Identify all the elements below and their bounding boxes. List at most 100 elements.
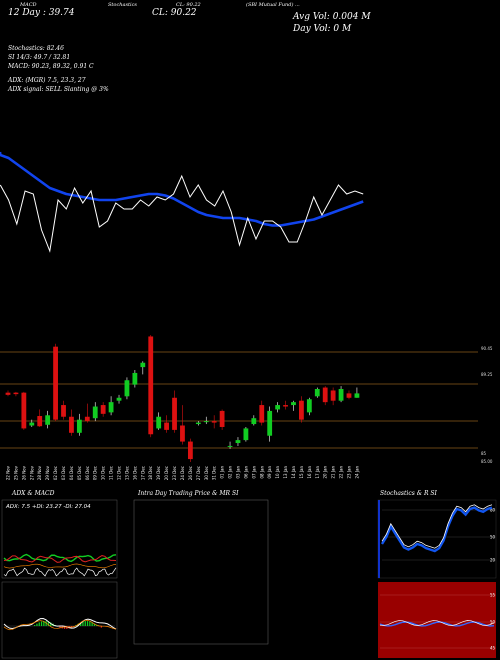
si-info: SI 14/3: 49.7 / 32.81: [8, 54, 71, 61]
date-label-9: 05 Dec: [77, 466, 82, 480]
macd-bar-26: [93, 623, 96, 626]
si-grid-label-2: 45: [490, 646, 496, 651]
macd-bar-2: [38, 622, 40, 626]
candle-body: [100, 405, 106, 414]
macd-bar-1: [36, 623, 38, 626]
stoch-grid-label-1: 50: [490, 535, 496, 540]
candle-42: [338, 386, 344, 403]
date-label-43: 23 Jan: [346, 466, 351, 479]
close-line: [0, 174, 364, 253]
date-label-16: 16 Dec: [132, 466, 137, 480]
stoch-info: Stochastics: 82.46: [8, 45, 64, 52]
intraday-panel-title: Intra Day Trading Price & MR SI: [138, 490, 239, 497]
date-label-10: 06 Dec: [85, 466, 90, 480]
date-label-39: 17 Jan: [315, 466, 320, 479]
candle-27: [219, 409, 225, 430]
candle-body: [164, 422, 169, 430]
candle-body: [92, 406, 98, 419]
candle-body: [227, 445, 233, 447]
candle-10: [84, 403, 90, 423]
candle-21: [172, 390, 177, 433]
date-label-34: 10 Jan: [275, 466, 280, 479]
date-label-4: 28 Nov: [37, 465, 42, 480]
macd-bar-11: [59, 626, 61, 628]
si-lines: 55 50 45: [379, 593, 496, 651]
date-label-25: 30 Dec: [204, 466, 209, 480]
date-label-31: 07 Jan: [251, 466, 256, 479]
date-label-24: 27 Dec: [196, 466, 201, 480]
adx-values-text: ADX: 7.5 +DI: 23.27 -DI: 27.04: [5, 504, 91, 510]
candle-body: [21, 392, 27, 429]
macd-bar-16: [70, 626, 73, 628]
intraday-panel-frame: [133, 499, 269, 645]
date-label-35: 13 Jan: [283, 466, 288, 479]
macd-bar-5: [45, 621, 47, 626]
macd-lines: [3, 618, 117, 631]
candle-body: [140, 362, 146, 368]
adx-panel-frame: [1, 499, 118, 579]
candle-body: [195, 422, 201, 425]
candle-36: [291, 400, 296, 411]
candle-22: [180, 405, 185, 445]
date-label-20: 20 Dec: [164, 466, 169, 480]
candle-body: [275, 405, 281, 410]
si-blue-line: [379, 621, 495, 627]
candle-body: [306, 399, 312, 413]
date-label-37: 15 Jan: [299, 466, 304, 479]
date-label-41: 21 Jan: [331, 466, 336, 479]
macd-bar-12: [61, 626, 63, 629]
adx-minus-di: [3, 555, 117, 563]
stoch-grid-label-0: 80: [490, 508, 496, 513]
candle-43: [346, 390, 352, 400]
candle-body: [291, 402, 296, 406]
date-label-7: 03 Dec: [61, 466, 66, 480]
price-label-1: 89.25: [481, 372, 493, 377]
candle-44: [354, 387, 360, 398]
candle-37: [299, 396, 304, 423]
candle-body: [330, 390, 336, 401]
macd-bar-0: [34, 625, 36, 626]
candle-body: [116, 397, 122, 401]
rsi-line: 12 Day : 39.74: [8, 8, 75, 18]
date-label-44: 24 Jan: [354, 466, 359, 479]
date-label-32: 08 Jan: [259, 466, 264, 479]
stoch-panel-title: Stochastics & R SI: [380, 490, 437, 497]
candle-body: [354, 393, 360, 398]
si-panel-frame: [378, 582, 496, 658]
macd-bar-18: [75, 624, 77, 626]
candle-18: [148, 335, 154, 438]
candle-body: [187, 441, 193, 460]
macd-bar-24: [89, 621, 91, 626]
si-white-line: [379, 620, 495, 626]
candle-31: [251, 415, 257, 426]
date-label-38: 16 Jan: [307, 466, 312, 479]
candle-13: [108, 396, 114, 416]
candle-body: [259, 405, 265, 423]
header-macd: MACD: [20, 2, 37, 8]
macd-bar-8: [52, 623, 54, 626]
candle-16: [132, 370, 138, 388]
candle-6: [53, 343, 58, 422]
ma-line: [0, 151, 364, 227]
date-label-15: 13 Dec: [124, 466, 129, 480]
macd-bar-9: [54, 625, 56, 626]
date-label-29: 03 Jan: [235, 466, 240, 479]
candle-body: [5, 392, 11, 395]
macd-bar-27: [96, 625, 98, 626]
adx-signal: ADX signal: SELL Slanting @ 3%: [8, 86, 109, 93]
candle-body: [37, 416, 43, 427]
candle-body: [219, 410, 225, 427]
date-label-12: 10 Dec: [101, 466, 106, 480]
date-label-6: 02 Dec: [53, 466, 58, 480]
candle-body: [172, 397, 177, 430]
candle-29: [235, 437, 241, 446]
date-label-19: 19 Dec: [156, 466, 161, 480]
macd-bar-25: [91, 622, 93, 626]
candle-body: [267, 410, 273, 436]
date-label-17: 17 Dec: [140, 466, 145, 480]
date-label-1: 25 Nov: [13, 465, 18, 480]
date-label-8: 04 Dec: [69, 466, 74, 480]
date-label-40: 20 Jan: [323, 466, 328, 479]
candle-28: [227, 441, 233, 449]
adx-lines: [3, 553, 117, 577]
